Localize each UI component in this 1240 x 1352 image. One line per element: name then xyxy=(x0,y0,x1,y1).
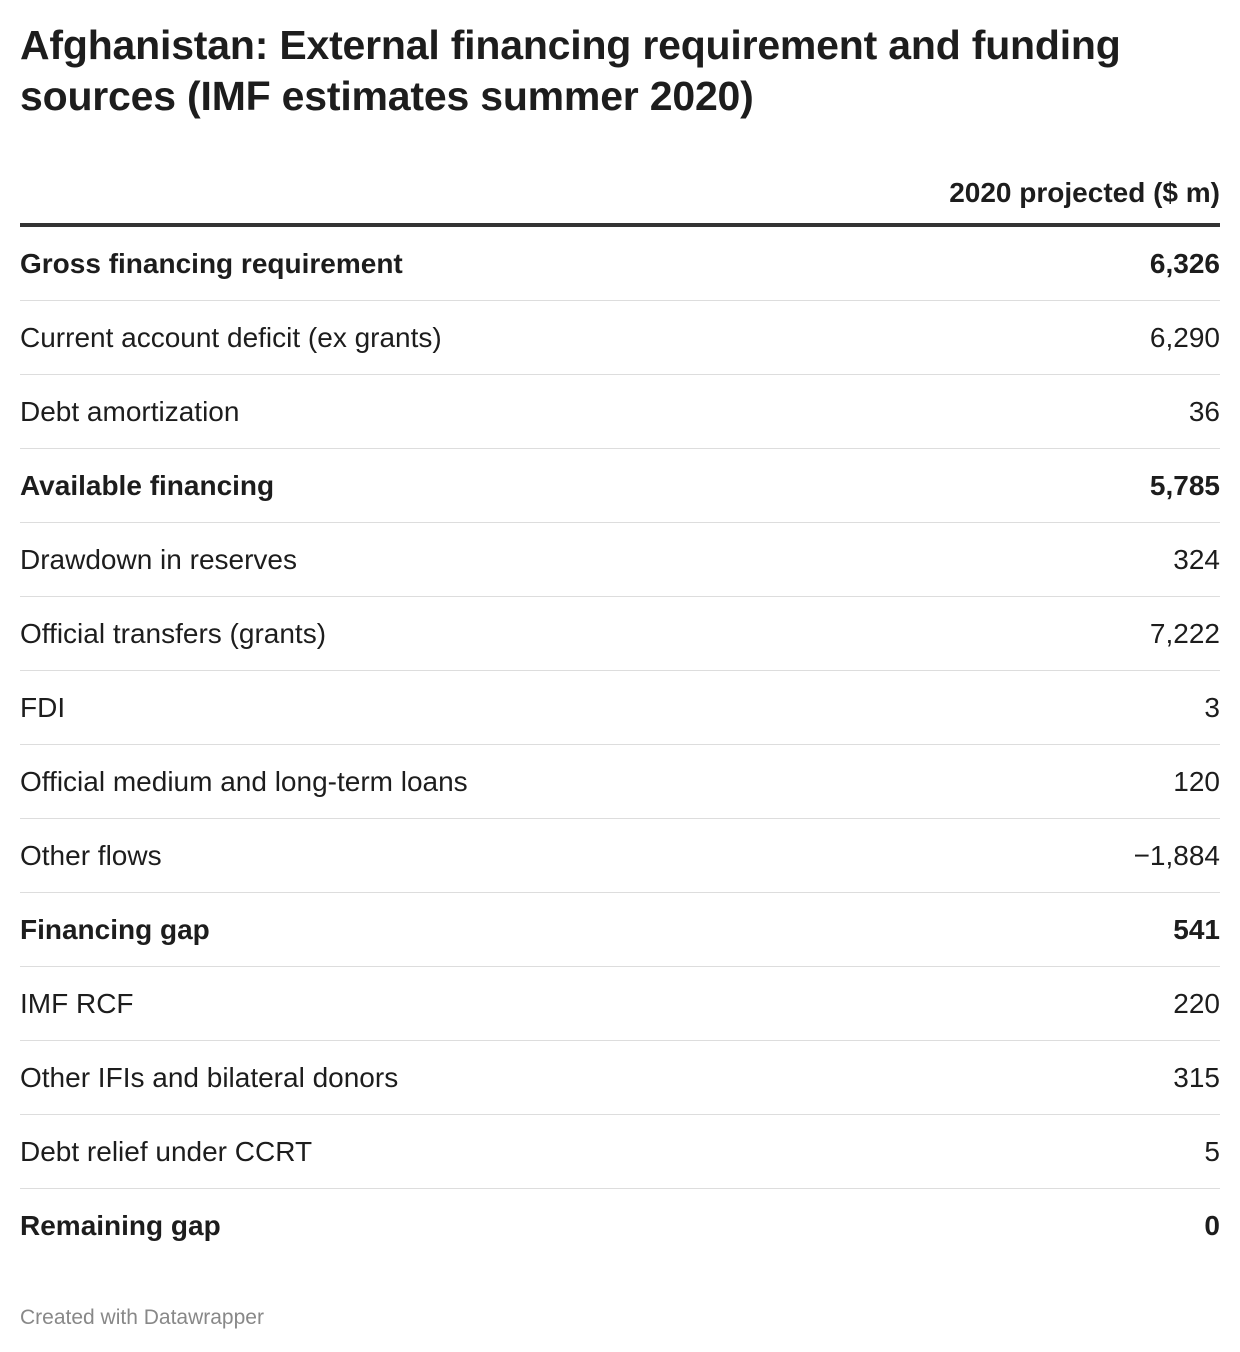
row-value: 5 xyxy=(1204,1136,1220,1167)
table-row: Debt relief under CCRT 5 xyxy=(20,1115,1220,1189)
row-label: Official medium and long-term loans xyxy=(20,766,468,797)
row-value: 36 xyxy=(1188,396,1220,427)
row-label: Financing gap xyxy=(20,914,210,945)
column-header-2020-projected: 2020 projected ($ m) xyxy=(949,177,1220,208)
table-row: Available financing 5,785 xyxy=(20,449,1220,523)
table-row: Debt amortization 36 xyxy=(20,375,1220,449)
row-label: Other flows xyxy=(20,840,162,871)
row-label: Official transfers (grants) xyxy=(20,618,327,649)
row-value: 541 xyxy=(1173,914,1220,945)
data-table: 2020 projected ($ m) Gross financing req… xyxy=(20,160,1220,1263)
row-value: 220 xyxy=(1173,988,1220,1019)
row-value: 324 xyxy=(1173,544,1220,575)
table-row: Financing gap 541 xyxy=(20,893,1220,967)
chart-title: Afghanistan: External financing requirem… xyxy=(20,22,1121,119)
table-row: Drawdown in reserves 324 xyxy=(20,523,1220,597)
row-label: IMF RCF xyxy=(20,988,134,1019)
datawrapper-credit: Created with Datawrapper xyxy=(20,1306,264,1329)
table-row: IMF RCF 220 xyxy=(20,967,1220,1041)
row-label: Remaining gap xyxy=(20,1210,221,1241)
table-row: Official medium and long-term loans 120 xyxy=(20,745,1220,819)
row-label: Gross financing requirement xyxy=(20,248,403,279)
row-value: 7,222 xyxy=(1149,618,1220,649)
table-row: Current account deficit (ex grants) 6,290 xyxy=(20,301,1220,375)
row-label: Current account deficit (ex grants) xyxy=(20,322,442,353)
row-value: 5,785 xyxy=(1149,470,1220,501)
row-label: Drawdown in reserves xyxy=(20,544,297,575)
row-value: 0 xyxy=(1204,1210,1220,1241)
table-body: Gross financing requirement 6,326 Current … xyxy=(20,227,1220,1263)
row-value: 315 xyxy=(1173,1062,1220,1093)
row-label: Debt amortization xyxy=(20,396,240,427)
row-label: Other IFIs and bilateral donors xyxy=(20,1062,399,1093)
table-row: Gross financing requirement 6,326 xyxy=(20,227,1220,301)
row-label: Debt relief under CCRT xyxy=(20,1136,313,1167)
table-row: Remaining gap 0 xyxy=(20,1189,1220,1263)
row-value: 6,290 xyxy=(1149,322,1220,353)
table-row: Other IFIs and bilateral donors 315 xyxy=(20,1041,1220,1115)
row-value: 120 xyxy=(1173,766,1220,797)
table-header-row: 2020 projected ($ m) xyxy=(20,160,1220,227)
row-label: Available financing xyxy=(20,470,275,501)
table-row: Other flows −1,884 xyxy=(20,819,1220,893)
row-value: 3 xyxy=(1204,692,1220,723)
row-value: −1,884 xyxy=(1133,840,1220,871)
table-row: FDI 3 xyxy=(20,671,1220,745)
row-value: 6,326 xyxy=(1149,248,1220,279)
row-label: FDI xyxy=(20,692,66,723)
table-row: Official transfers (grants) 7,222 xyxy=(20,597,1220,671)
